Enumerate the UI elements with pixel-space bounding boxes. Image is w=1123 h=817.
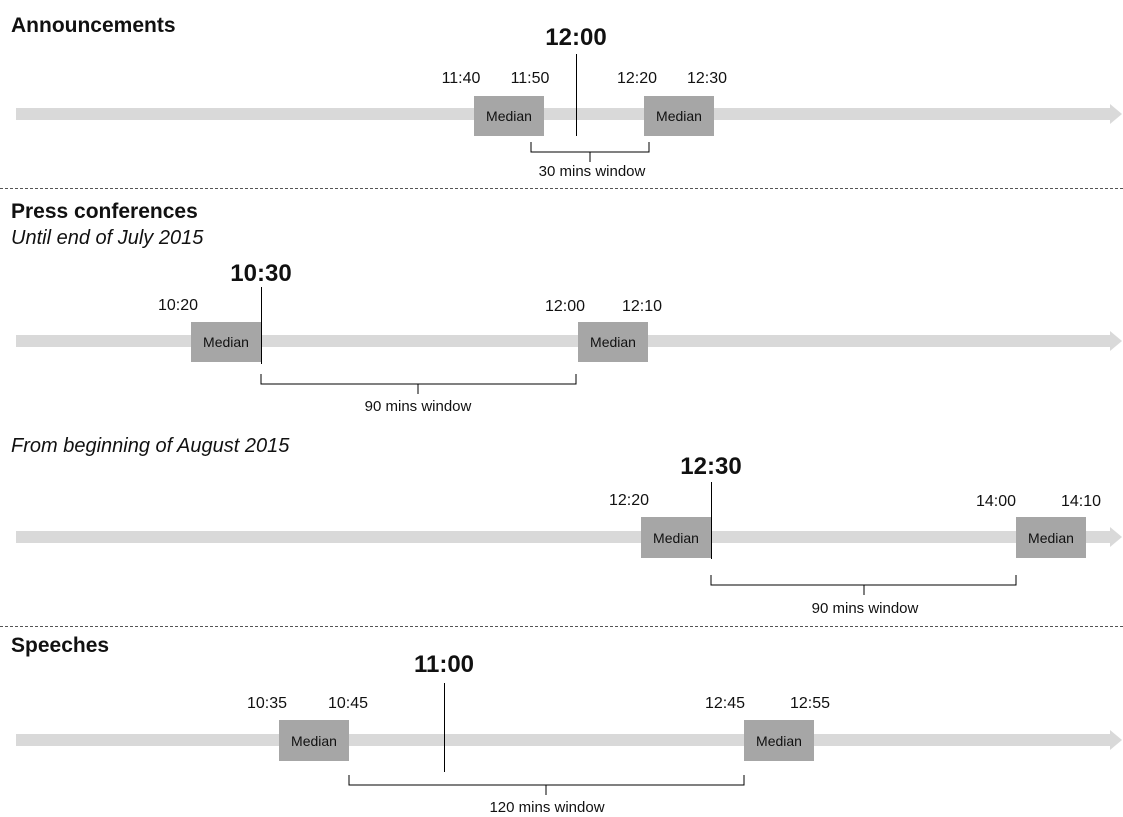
window-bracket	[260, 374, 577, 394]
event-time: 10:30	[230, 260, 292, 287]
window-bracket	[530, 142, 650, 162]
time-label: 12:45	[704, 695, 746, 712]
section-title-press-conferences: Press conferences	[11, 200, 198, 223]
period-subtitle: From beginning of August 2015	[11, 435, 290, 457]
time-label: 10:20	[157, 297, 199, 314]
median-box: Median	[279, 720, 349, 761]
time-label: 12:30	[686, 70, 728, 87]
time-label: 11:40	[441, 70, 481, 87]
event-time: 12:00	[545, 24, 607, 51]
time-label: 10:35	[246, 695, 288, 712]
time-label: 12:20	[616, 70, 658, 87]
time-label: 14:10	[1060, 493, 1102, 510]
window-label: 90 mins window	[811, 600, 919, 617]
section-divider	[0, 626, 1123, 627]
median-box: Median	[1016, 517, 1086, 558]
timeline-arrow	[1110, 104, 1122, 124]
timeline-arrow	[1110, 331, 1122, 351]
window-label: 120 mins window	[489, 799, 605, 816]
timeline-track	[16, 531, 1110, 543]
time-label: 12:10	[621, 298, 663, 315]
timeline-arrow	[1110, 527, 1122, 547]
time-label: 12:00	[544, 298, 586, 315]
median-box: Median	[641, 517, 711, 558]
median-box: Median	[578, 322, 648, 362]
event-marker-line	[576, 54, 577, 136]
window-bracket	[710, 575, 1017, 595]
section-divider	[0, 188, 1123, 189]
timeline-arrow	[1110, 730, 1122, 750]
event-marker-line	[711, 482, 712, 559]
window-label: 30 mins window	[538, 163, 646, 180]
period-subtitle: Until end of July 2015	[11, 227, 204, 249]
timeline-track	[16, 108, 1110, 120]
time-label: 10:45	[327, 695, 369, 712]
event-marker-line	[261, 287, 262, 364]
time-label: 11:50	[510, 70, 550, 87]
timeline-track	[16, 335, 1110, 347]
time-label: 14:00	[975, 493, 1017, 510]
section-title-announcements: Announcements	[11, 14, 176, 37]
timeline-track	[16, 734, 1110, 746]
median-box: Median	[744, 720, 814, 761]
median-box: Median	[644, 96, 714, 136]
section-title-speeches: Speeches	[11, 634, 110, 657]
event-marker-line	[444, 683, 445, 772]
time-label: 12:55	[789, 695, 831, 712]
event-time: 11:00	[413, 651, 475, 678]
window-label: 90 mins window	[364, 398, 472, 415]
event-time: 12:30	[680, 453, 742, 480]
window-bracket	[348, 775, 745, 795]
median-box: Median	[474, 96, 544, 136]
time-label: 12:20	[608, 492, 650, 509]
median-box: Median	[191, 322, 261, 362]
